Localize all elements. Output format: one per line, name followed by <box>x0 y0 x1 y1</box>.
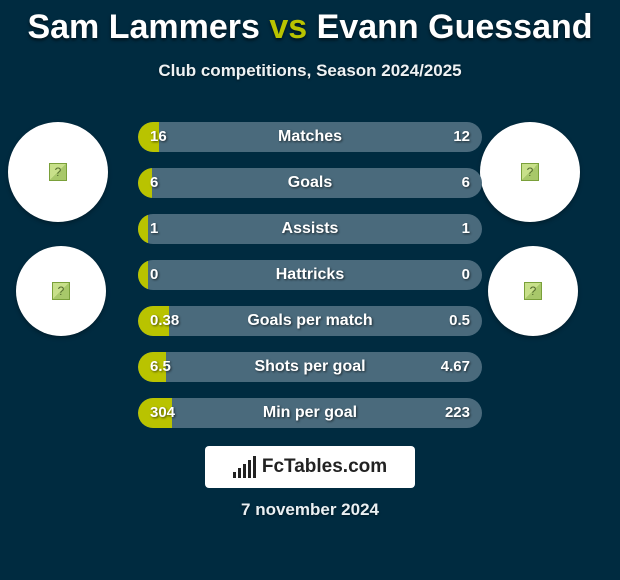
stat-label: Hattricks <box>138 260 482 290</box>
player2-name: Evann Guessand <box>317 8 593 46</box>
logo-box: FcTables.com <box>205 446 415 488</box>
stat-label: Matches <box>138 122 482 152</box>
player-photo <box>488 246 578 336</box>
stat-value-right: 223 <box>445 398 470 428</box>
stat-label: Shots per goal <box>138 352 482 382</box>
image-placeholder-icon <box>49 163 67 181</box>
stat-label: Min per goal <box>138 398 482 428</box>
player1-name: Sam Lammers <box>27 8 259 46</box>
stat-row: 6Goals6 <box>138 168 482 198</box>
stat-value-right: 0 <box>462 260 470 290</box>
image-placeholder-icon <box>521 163 539 181</box>
logo-bars-icon <box>233 456 256 478</box>
stat-row: 304Min per goal223 <box>138 398 482 428</box>
player-photo <box>480 122 580 222</box>
vs-text: vs <box>269 8 307 46</box>
stat-label: Assists <box>138 214 482 244</box>
logo-text: FcTables.com <box>262 456 387 478</box>
stat-row: 1Assists1 <box>138 214 482 244</box>
stat-value-right: 12 <box>453 122 470 152</box>
stat-row: 16Matches12 <box>138 122 482 152</box>
stat-value-right: 4.67 <box>441 352 470 382</box>
stat-value-right: 0.5 <box>449 306 470 336</box>
player-photo <box>8 122 108 222</box>
image-placeholder-icon <box>52 282 70 300</box>
subtitle: Club competitions, Season 2024/2025 <box>0 61 620 81</box>
player2-photos <box>480 122 590 360</box>
stat-value-right: 1 <box>462 214 470 244</box>
stat-row: 0.38Goals per match0.5 <box>138 306 482 336</box>
stat-row: 0Hattricks0 <box>138 260 482 290</box>
date-text: 7 november 2024 <box>0 500 620 520</box>
stat-value-right: 6 <box>462 168 470 198</box>
stat-label: Goals per match <box>138 306 482 336</box>
page-title: Sam Lammers vs Evann Guessand <box>0 0 620 47</box>
player-photo <box>16 246 106 336</box>
player1-photos <box>8 122 118 360</box>
stat-label: Goals <box>138 168 482 198</box>
stats-list: 16Matches126Goals61Assists10Hattricks00.… <box>138 122 482 444</box>
image-placeholder-icon <box>524 282 542 300</box>
stat-row: 6.5Shots per goal4.67 <box>138 352 482 382</box>
